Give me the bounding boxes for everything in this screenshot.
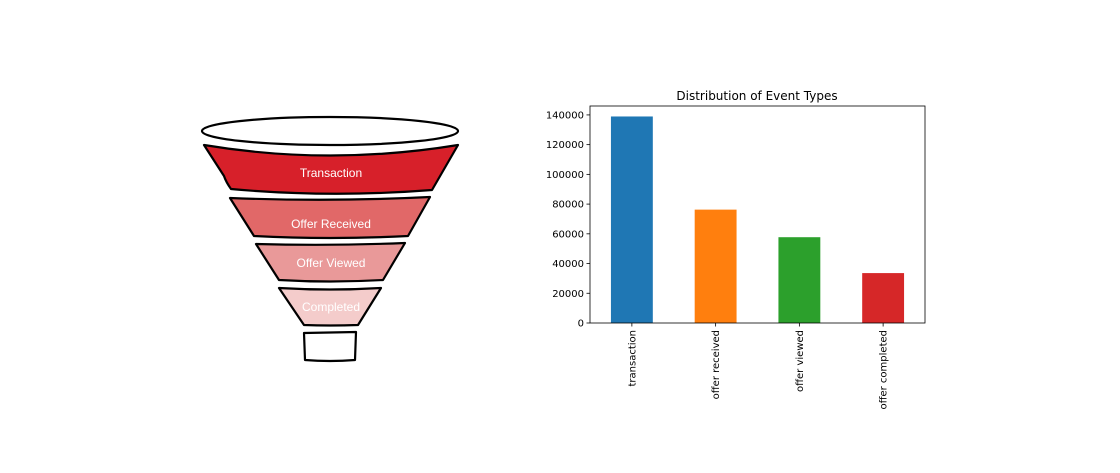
y-tick-label: 100000 [546, 170, 584, 181]
y-tick-label: 60000 [552, 229, 584, 240]
y-tick-label: 140000 [546, 110, 584, 121]
x-tick-label: offer received [711, 330, 722, 399]
y-tick-label: 40000 [552, 259, 584, 270]
y-tick-label: 20000 [552, 289, 584, 300]
funnel-stage-3-shape [254, 241, 407, 283]
funnel-stage-4-label: Completed [302, 300, 360, 314]
y-tick-label: 120000 [546, 140, 584, 151]
funnel-rim [200, 115, 460, 147]
bar-offer-completed [862, 273, 905, 323]
plot-frame [589, 105, 926, 324]
x-tick-label: transaction [627, 330, 638, 387]
funnel-stage-1-shape [202, 143, 460, 195]
bar-transaction [610, 116, 653, 323]
funnel-stage-2-shape [228, 195, 432, 240]
y-tick-label: 80000 [552, 200, 584, 211]
chart-title: Distribution of Event Types [676, 89, 837, 103]
x-tick-label: offer completed [879, 330, 890, 410]
bar-offer-viewed [778, 237, 821, 323]
funnel-stage-1-label: Transaction [300, 166, 362, 180]
y-tick-label: 0 [578, 319, 584, 330]
funnel-spout [302, 330, 358, 363]
x-tick-label: offer viewed [795, 330, 806, 392]
bar-offer-received [694, 209, 737, 323]
funnel-stage-3-label: Offer Viewed [297, 256, 366, 270]
funnel-stage-2-label: Offer Received [291, 217, 371, 231]
funnel-stage-4-shape [277, 286, 383, 327]
